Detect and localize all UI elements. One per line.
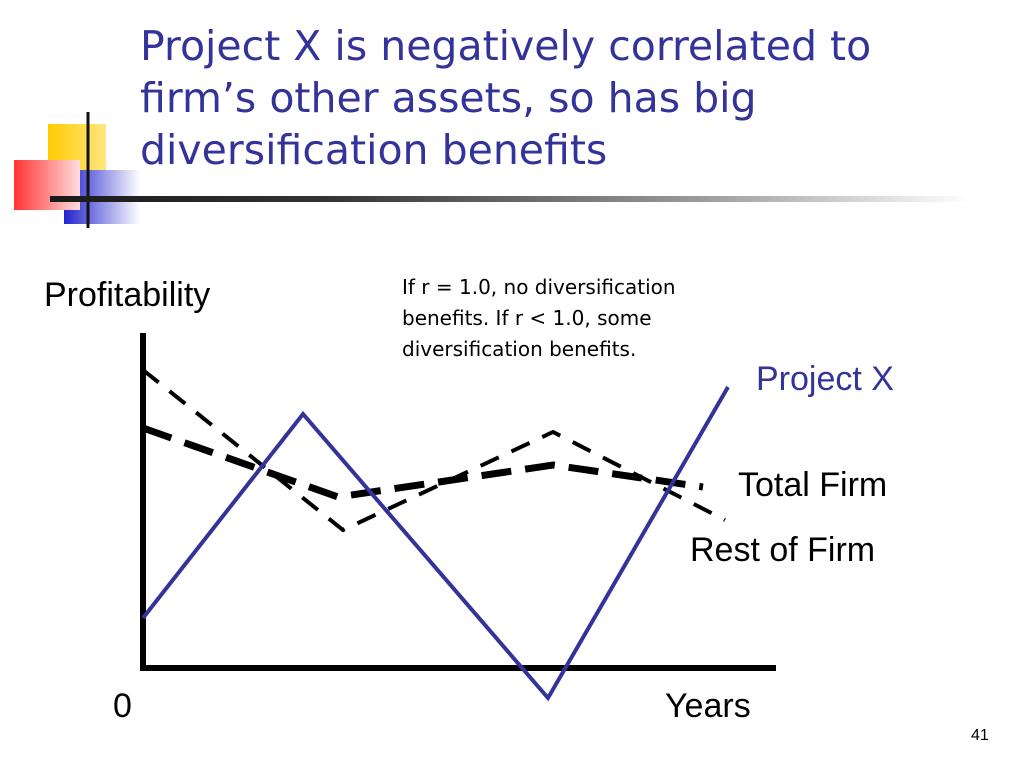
total-firm-line: [141, 424, 704, 501]
slide-title: Project X is negatively correlated to fi…: [140, 22, 872, 174]
correlation-note: If r = 1.0, no diversification benefits.…: [402, 275, 676, 361]
project-x-line: [141, 385, 730, 702]
page-number: 41: [971, 727, 989, 744]
title-underline: [50, 196, 970, 202]
project-x-label: Project X: [756, 360, 894, 398]
rest-of-firm-label: Rest of Firm: [690, 531, 876, 569]
x-axis-label: Years: [665, 687, 751, 725]
y-axis-label: Profitability: [44, 276, 211, 314]
origin-label: 0: [113, 687, 132, 725]
total-firm-label: Total Firm: [738, 466, 888, 504]
